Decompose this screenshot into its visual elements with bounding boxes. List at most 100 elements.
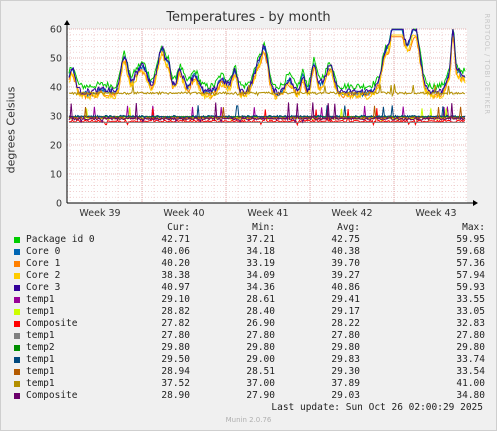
series-line-7 (68, 107, 466, 127)
legend-swatch (14, 309, 20, 315)
y-tick-label: 40 (50, 83, 62, 94)
legend-min: 33.19 (246, 258, 275, 269)
legend-swatch (14, 273, 20, 279)
legend-swatch (14, 357, 20, 363)
legend-name: Core 2 (26, 270, 61, 281)
legend-avg: 27.80 (331, 330, 360, 341)
legend-avg: 29.41 (331, 294, 360, 305)
legend-avg: 40.86 (331, 282, 360, 293)
x-tick-label: Week 41 (247, 208, 288, 219)
legend-max: 57.36 (456, 258, 485, 269)
x-tick-label: Week 42 (331, 208, 372, 219)
legend-row: temp1 28.94 28.51 29.30 33.54 (0, 366, 497, 378)
legend-swatch (14, 261, 20, 267)
legend-min: 34.36 (246, 282, 275, 293)
legend-avg: 29.30 (331, 366, 360, 377)
legend-max: 33.54 (456, 366, 485, 377)
legend-avg: 39.27 (331, 270, 360, 281)
legend-min: 29.00 (246, 354, 275, 365)
legend-avg: 29.17 (331, 306, 360, 317)
col-cur: Cur: (167, 222, 190, 233)
legend-avg: 29.80 (331, 342, 360, 353)
legend-cur: 42.71 (161, 234, 190, 245)
legend-row: Package id 0 42.71 37.21 42.75 59.95 (0, 234, 497, 246)
legend-swatch (14, 249, 20, 255)
legend-header: Cur: Min: Avg: Max: (0, 222, 497, 234)
legend-min: 27.80 (246, 330, 275, 341)
legend-name: Core 3 (26, 282, 61, 293)
series-line-13 (68, 102, 466, 124)
legend-swatch (14, 381, 20, 387)
x-tick-label: Week 40 (163, 208, 204, 219)
legend-min: 37.00 (246, 378, 275, 389)
legend-row: temp1 37.52 37.00 37.89 41.00 (0, 378, 497, 390)
legend-name: Composite (26, 390, 78, 401)
legend-cur: 28.82 (161, 306, 190, 317)
chart-title: Temperatures - by month (166, 10, 331, 25)
legend-swatch (14, 345, 20, 351)
y-tick-label: 20 (50, 141, 62, 152)
legend-min: 34.18 (246, 246, 275, 257)
legend-max: 34.80 (456, 390, 485, 401)
legend-max: 59.95 (456, 234, 485, 245)
legend-cur: 40.06 (161, 246, 190, 257)
legend-swatch (14, 333, 20, 339)
legend-min: 26.90 (246, 318, 275, 329)
legend-swatch (14, 285, 20, 291)
legend-swatch (14, 393, 20, 399)
legend-name: Composite (26, 318, 78, 329)
munin-version: Munin 2.0.76 (225, 416, 272, 424)
legend-min: 34.09 (246, 270, 275, 281)
legend-row: temp2 29.80 29.80 29.80 29.80 (0, 342, 497, 354)
legend-avg: 29.03 (331, 390, 360, 401)
legend-min: 28.40 (246, 306, 275, 317)
legend-max: 29.80 (456, 342, 485, 353)
col-min: Min: (252, 222, 275, 233)
legend-max: 33.74 (456, 354, 485, 365)
legend-cur: 28.94 (161, 366, 190, 377)
legend-max: 33.05 (456, 306, 485, 317)
legend-cur: 27.80 (161, 330, 190, 341)
legend-avg: 37.89 (331, 378, 360, 389)
x-tick-label: Week 43 (415, 208, 456, 219)
y-tick-label: 10 (50, 170, 62, 181)
legend-avg: 40.38 (331, 246, 360, 257)
legend-swatch (14, 297, 20, 303)
legend-max: 57.94 (456, 270, 485, 281)
legend-swatch (14, 321, 20, 327)
legend-row: Core 1 40.20 33.19 39.70 57.36 (0, 258, 497, 270)
legend-min: 27.90 (246, 390, 275, 401)
legend-row: Composite 28.90 27.90 29.03 34.80 (0, 390, 497, 402)
legend-cur: 40.20 (161, 258, 190, 269)
legend-max: 33.55 (456, 294, 485, 305)
legend-max: 32.83 (456, 318, 485, 329)
legend-name: temp1 (26, 378, 55, 389)
legend-row: Composite 27.82 26.90 28.22 32.83 (0, 318, 497, 330)
legend-row: Core 0 40.06 34.18 40.38 59.68 (0, 246, 497, 258)
col-avg: Avg: (337, 222, 360, 233)
legend-swatch (14, 237, 20, 243)
legend-name: temp1 (26, 306, 55, 317)
legend-row: Core 2 38.38 34.09 39.27 57.94 (0, 270, 497, 282)
x-axis-arrow (473, 200, 478, 206)
legend-cur: 29.10 (161, 294, 190, 305)
legend-name: temp1 (26, 366, 55, 377)
y-tick-label: 60 (50, 25, 62, 36)
legend-cur: 29.50 (161, 354, 190, 365)
legend-cur: 28.90 (161, 390, 190, 401)
last-update: Last update: Sun Oct 26 02:00:29 2025 (271, 402, 483, 413)
series-line-12 (68, 84, 466, 98)
legend-min: 29.80 (246, 342, 275, 353)
legend-cur: 40.97 (161, 282, 190, 293)
series-line-4 (68, 27, 466, 97)
legend-cur: 29.80 (161, 342, 190, 353)
legend-row: temp1 27.80 27.80 27.80 27.80 (0, 330, 497, 342)
legend-max: 27.80 (456, 330, 485, 341)
legend-max: 59.68 (456, 246, 485, 257)
col-max: Max: (462, 222, 485, 233)
legend-min: 37.21 (246, 234, 275, 245)
legend-row: temp1 29.10 28.61 29.41 33.55 (0, 294, 497, 306)
legend-avg: 29.83 (331, 354, 360, 365)
y-tick-label: 0 (56, 199, 62, 210)
y-axis-arrow (64, 20, 70, 25)
